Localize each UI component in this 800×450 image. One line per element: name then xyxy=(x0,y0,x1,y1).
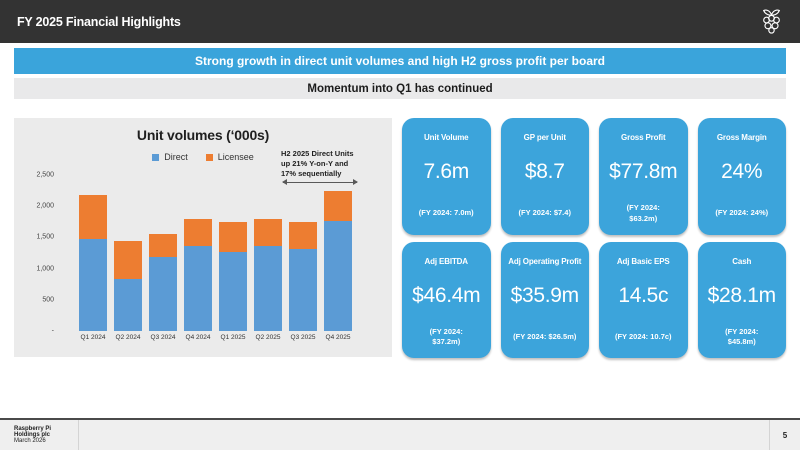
bar-segment-licensee xyxy=(219,221,247,252)
bar-segment-licensee xyxy=(324,190,352,222)
y-tick-label: - xyxy=(51,327,54,335)
x-tick-label: Q2 2024 xyxy=(115,334,141,341)
bar-segment-direct xyxy=(184,246,212,331)
legend-label: Licensee xyxy=(217,152,254,162)
footer-left-cell: Raspberry Pi Holdings plc March 2026 xyxy=(0,420,79,450)
kpi-value: $77.8m xyxy=(609,160,678,184)
kpi-grid: Unit Volume 7.6m (FY 2024: 7.0m) GP per … xyxy=(402,118,786,358)
kpi-card-gross-margin: Gross Margin 24% (FY 2024: 24%) xyxy=(697,118,786,235)
kpi-value: $28.1m xyxy=(707,283,777,307)
slide-title: FY 2025 Financial Highlights xyxy=(17,14,181,29)
kpi-label: Unit Volume xyxy=(424,133,469,142)
headline-banner: Strong growth in direct unit volumes and… xyxy=(14,48,786,74)
kpi-card-unit-volume: Unit Volume 7.6m (FY 2024: 7.0m) xyxy=(402,118,491,235)
kpi-footnote: (FY 2024: 10.7c) xyxy=(614,331,672,341)
kpi-label: Cash xyxy=(732,256,752,266)
kpi-card-gross-profit: Gross Profit $77.8m (FY 2024: $63.2m) xyxy=(599,118,688,235)
kpi-label: Adj EBITDA xyxy=(424,256,469,266)
bar-segment-licensee xyxy=(114,241,142,279)
legend-swatch-icon xyxy=(205,153,213,161)
y-tick-label: 2,000 xyxy=(36,202,54,210)
bar-segment-direct xyxy=(289,249,317,331)
kpi-footnote: (FY 2024: 24%) xyxy=(715,208,769,218)
x-tick-label: Q4 2025 xyxy=(325,334,351,341)
bar-segment-direct xyxy=(324,221,352,331)
x-tick-label: Q1 2024 xyxy=(80,334,106,341)
bar-q3-2024 xyxy=(149,233,177,331)
kpi-footnote: (FY 2024: $37.2m) xyxy=(429,326,463,346)
kpi-label: Adj Basic EPS xyxy=(616,256,670,266)
kpi-label: Gross Margin xyxy=(716,133,767,142)
bar-segment-licensee xyxy=(79,194,107,240)
footer-spacer xyxy=(79,420,769,450)
x-axis: Q1 2024 Q2 2024 Q3 2024 Q4 2024 Q1 2025 Q2 20… xyxy=(79,334,352,341)
bar-q2-2025 xyxy=(254,219,282,331)
y-tick-label: 500 xyxy=(42,296,54,304)
annotation-span-arrow-icon xyxy=(282,179,358,185)
footer-company: Raspberry Pi Holdings plc xyxy=(14,426,52,438)
kpi-footnote: (FY 2024: $45.8m) xyxy=(725,326,759,346)
bar-q4-2024 xyxy=(184,219,212,331)
subheadline-text: Momentum into Q1 has continued xyxy=(307,82,493,95)
y-tick-label: 1,500 xyxy=(36,233,54,241)
kpi-card-adj-basic-eps: Adj Basic EPS 14.5c (FY 2024: 10.7c) xyxy=(599,241,688,358)
x-tick-label: Q3 2025 xyxy=(290,334,316,341)
x-tick-label: Q1 2025 xyxy=(220,334,246,341)
bar-segment-direct xyxy=(79,239,107,331)
legend-swatch-icon xyxy=(152,153,160,161)
bar-q3-2025 xyxy=(289,221,317,331)
kpi-footnote: (FY 2024: $63.2m) xyxy=(626,203,660,223)
bar-q2-2024 xyxy=(114,241,142,331)
chart-legend: Direct Licensee xyxy=(14,152,392,162)
plot-area xyxy=(79,175,352,331)
legend-item-direct: Direct xyxy=(152,152,188,162)
kpi-label: Gross Profit xyxy=(621,133,666,142)
y-tick-label: 1,000 xyxy=(36,265,54,273)
kpi-value: 14.5c xyxy=(618,283,669,307)
bar-segment-licensee xyxy=(184,219,212,247)
kpi-value: $8.7 xyxy=(524,160,565,184)
page-number: 5 xyxy=(769,420,800,450)
kpi-card-gp-per-unit: GP per Unit $8.7 (FY 2024: $7.4) xyxy=(500,118,589,235)
slide-footer: Raspberry Pi Holdings plc March 2026 5 xyxy=(0,418,800,450)
legend-label: Direct xyxy=(164,152,188,162)
legend-item-licensee: Licensee xyxy=(205,152,254,162)
kpi-value: $46.4m xyxy=(412,283,481,307)
subheadline-banner: Momentum into Q1 has continued xyxy=(14,78,786,99)
raspberry-pi-logo-icon xyxy=(762,9,781,34)
bar-segment-licensee xyxy=(289,221,317,250)
kpi-footnote: (FY 2024: $26.5m) xyxy=(513,331,577,341)
chart-annotation: H2 2025 Direct Units up 21% Y-on-Y and 1… xyxy=(281,149,354,178)
kpi-value: $35.9m xyxy=(510,283,580,307)
bar-segment-licensee xyxy=(254,219,282,246)
y-axis: 2,500 2,000 1,500 1,000 500 - xyxy=(14,171,54,335)
kpi-card-adj-ebitda: Adj EBITDA $46.4m (FY 2024: $37.2m) xyxy=(402,241,491,358)
chart-title: Unit volumes (‘000s) xyxy=(136,127,270,143)
headline-text: Strong growth in direct unit volumes and… xyxy=(194,54,605,68)
x-tick-label: Q2 2025 xyxy=(255,334,281,341)
kpi-value: 7.6m xyxy=(423,160,470,184)
bar-segment-direct xyxy=(114,278,142,331)
kpi-card-cash: Cash $28.1m (FY 2024: $45.8m) xyxy=(697,241,786,358)
x-tick-label: Q4 2024 xyxy=(185,334,211,341)
footer-date: March 2026 xyxy=(14,438,46,444)
kpi-label: Adj Operating Profit xyxy=(508,256,582,266)
bar-q1-2025 xyxy=(219,221,247,331)
kpi-label: GP per Unit xyxy=(523,133,566,142)
bar-segment-direct xyxy=(149,257,177,331)
kpi-value: 24% xyxy=(721,160,763,184)
kpi-card-adj-operating-profit: Adj Operating Profit $35.9m (FY 2024: $2… xyxy=(500,241,589,358)
kpi-footnote: (FY 2024: 7.0m) xyxy=(418,208,474,218)
bar-segment-direct xyxy=(254,245,282,331)
unit-volumes-chart: Unit volumes (‘000s) Direct Licensee H2 2… xyxy=(14,118,392,357)
kpi-footnote: (FY 2024: $7.4) xyxy=(518,208,571,218)
y-tick-label: 2,500 xyxy=(36,171,54,179)
bar-q1-2024 xyxy=(79,194,107,331)
bar-segment-direct xyxy=(219,251,247,331)
bar-segment-licensee xyxy=(149,233,177,258)
bar-q4-2025 xyxy=(324,190,352,331)
slide-header: FY 2025 Financial Highlights xyxy=(0,0,800,43)
x-tick-label: Q3 2024 xyxy=(150,334,176,341)
